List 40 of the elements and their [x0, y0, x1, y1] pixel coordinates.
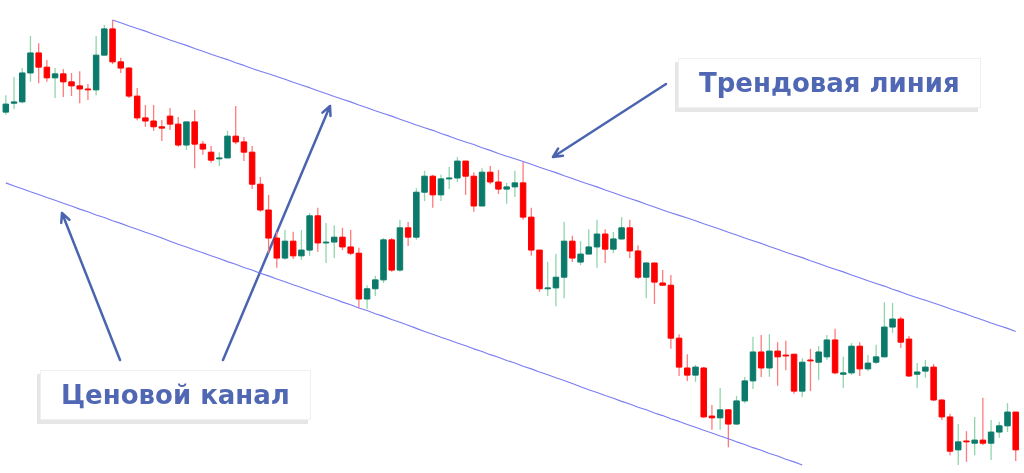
candlestick	[684, 353, 691, 382]
candlestick	[544, 261, 551, 297]
candlestick	[766, 333, 773, 378]
candlestick	[963, 430, 970, 463]
candlestick	[708, 404, 716, 431]
candlestick	[289, 231, 297, 260]
candlestick	[856, 341, 863, 377]
candlestick	[51, 67, 59, 99]
candlestick	[166, 107, 174, 131]
candlestick	[84, 83, 92, 101]
candlestick	[987, 419, 995, 461]
candlestick	[954, 423, 962, 466]
candlestick	[626, 219, 634, 259]
annotation: Трендовая линия	[678, 58, 981, 108]
candlestick	[552, 253, 560, 307]
candlestick	[437, 174, 445, 202]
candlestick	[642, 261, 650, 299]
annotation: Ценовой канал	[40, 370, 311, 420]
candlestick	[897, 316, 905, 349]
candlestick	[240, 136, 248, 162]
candlestick	[757, 334, 765, 378]
candlestick	[322, 222, 330, 264]
candlestick	[979, 397, 987, 446]
candlestick	[404, 221, 412, 247]
candlestick	[429, 174, 437, 209]
candlestick	[971, 416, 978, 456]
candlestick	[232, 105, 239, 145]
candlestick	[10, 76, 18, 110]
candlestick	[725, 408, 732, 448]
candlestick	[593, 219, 601, 269]
candlestick	[569, 235, 576, 263]
candlestick	[363, 284, 371, 310]
candlestick	[183, 121, 190, 151]
candlestick	[174, 116, 182, 148]
candlestick	[330, 224, 338, 259]
candlestick	[716, 387, 724, 431]
candlestick	[601, 228, 609, 264]
candlestick	[2, 94, 10, 116]
candlestick	[281, 229, 289, 261]
candlestick	[807, 348, 814, 392]
